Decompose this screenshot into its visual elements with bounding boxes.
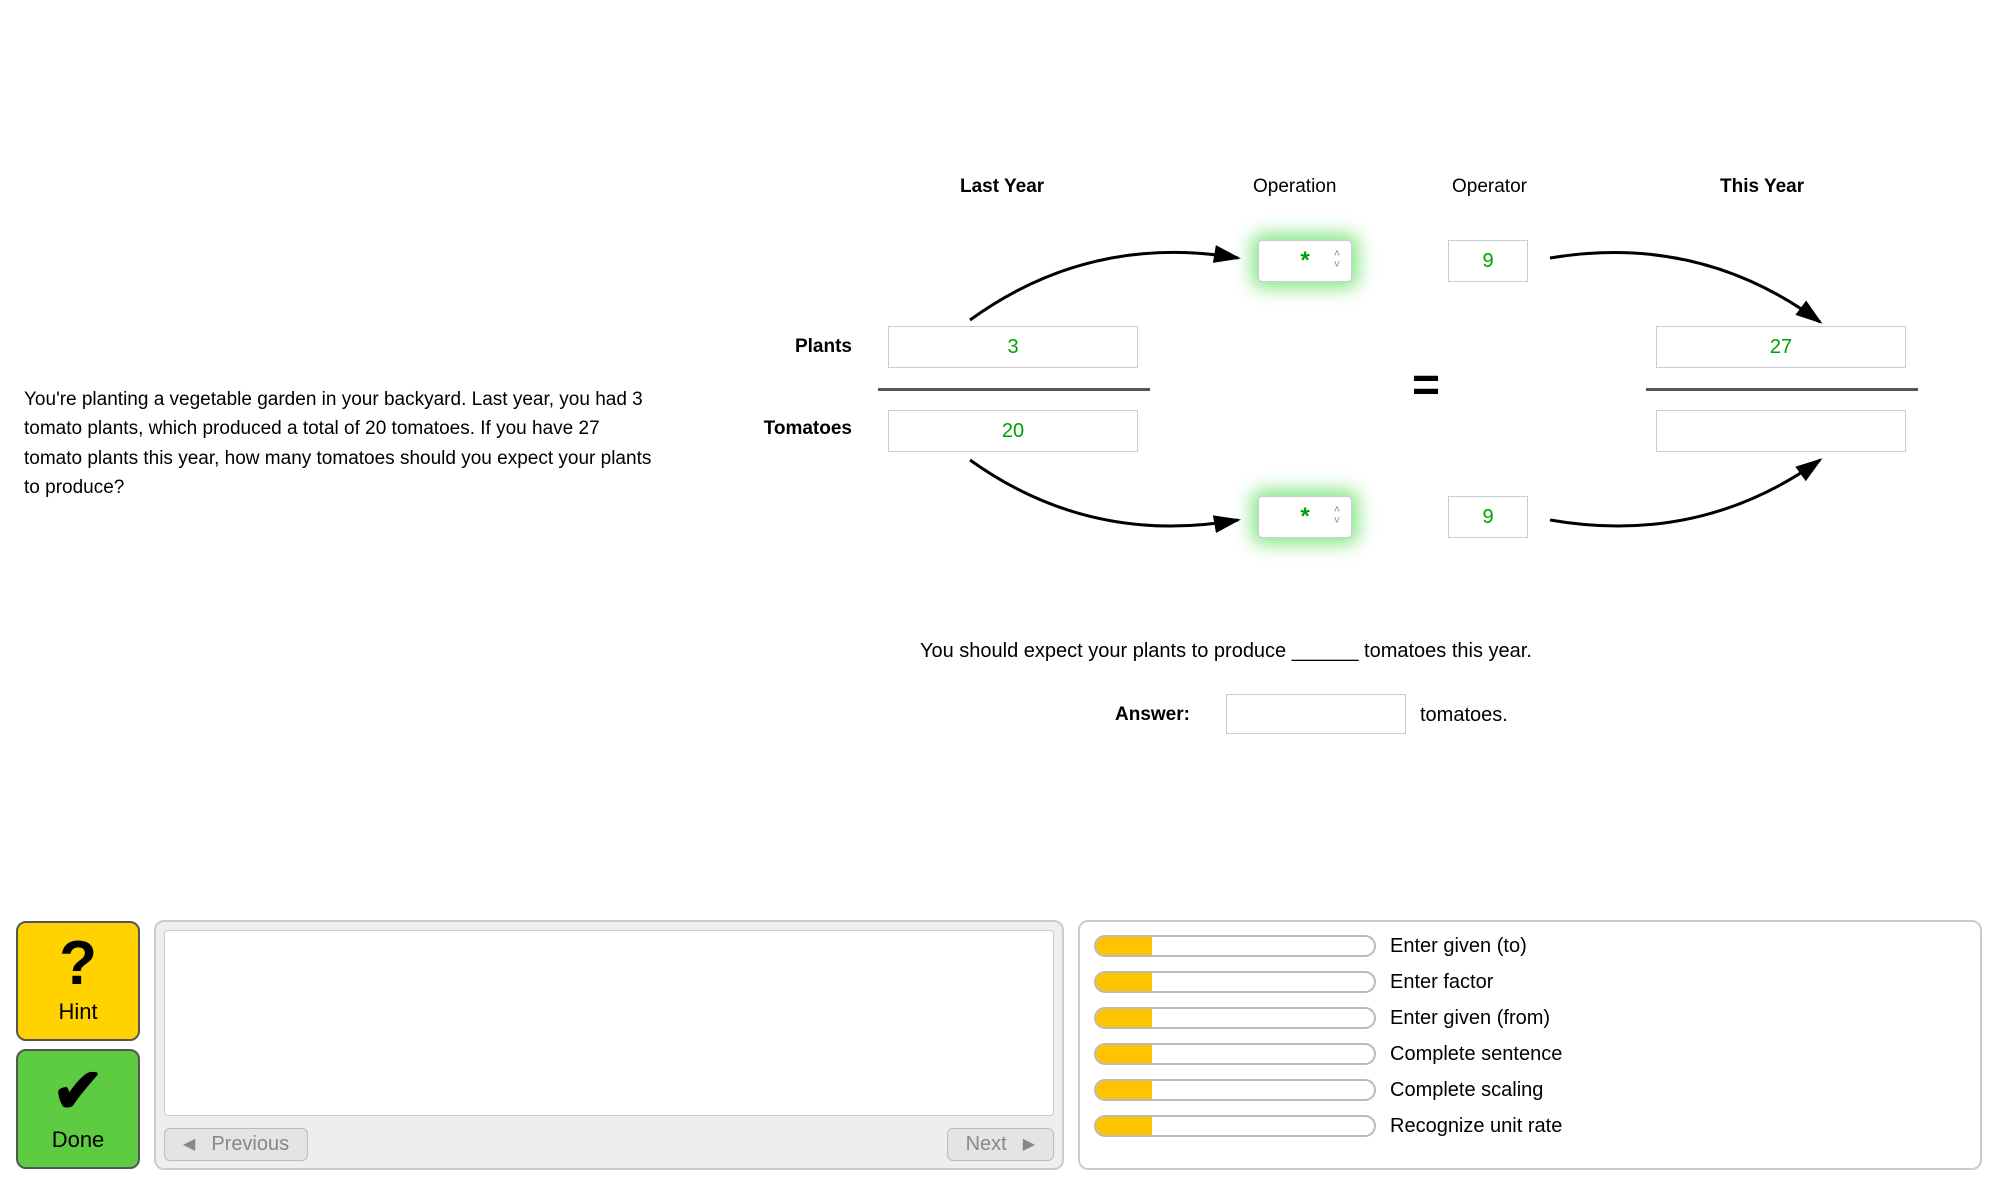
hint-button[interactable]: ? Hint	[16, 921, 140, 1041]
arrow-bottom-left	[960, 454, 1250, 552]
operation-top-value: *	[1300, 247, 1309, 274]
skill-bar	[1094, 1115, 1376, 1137]
last-year-tomatoes-field[interactable]: 20	[888, 410, 1138, 452]
stepper-icon: ˄˅	[1331, 505, 1343, 529]
skill-bar	[1094, 935, 1376, 957]
triangle-right-icon: ▶	[1023, 1134, 1035, 1154]
feedback-panel: ◀ Previous Next ▶	[154, 920, 1064, 1170]
done-label: Done	[18, 1127, 138, 1153]
hint-label: Hint	[18, 999, 138, 1025]
operator-top-field[interactable]: 9	[1448, 240, 1528, 282]
skill-bar	[1094, 1007, 1376, 1029]
previous-button[interactable]: ◀ Previous	[164, 1128, 308, 1161]
skill-label: Recognize unit rate	[1390, 1115, 1562, 1138]
check-icon: ✔	[18, 1057, 138, 1127]
feedback-text-area	[164, 930, 1054, 1116]
skill-row: Complete sentence	[1094, 1040, 1966, 1068]
column-header-operation: Operation	[1253, 176, 1336, 198]
skill-row: Recognize unit rate	[1094, 1112, 1966, 1140]
column-header-operator: Operator	[1452, 176, 1527, 198]
problem-text: You're planting a vegetable garden in yo…	[24, 385, 660, 503]
next-label: Next	[966, 1133, 1007, 1156]
skill-bar-fill	[1096, 937, 1152, 955]
row-label-plants: Plants	[692, 336, 852, 358]
arrow-top-left	[960, 228, 1250, 326]
skill-bar	[1094, 1079, 1376, 1101]
skill-label: Enter given (to)	[1390, 935, 1527, 958]
column-header-last-year: Last Year	[960, 176, 1044, 198]
skill-bar-fill	[1096, 1045, 1152, 1063]
skill-bar-fill	[1096, 1117, 1152, 1135]
equals-sign: =	[1412, 358, 1440, 413]
this-year-tomatoes-field[interactable]	[1656, 410, 1906, 452]
skill-bar-fill	[1096, 973, 1152, 991]
skill-row: Complete scaling	[1094, 1076, 1966, 1104]
this-year-plants-field[interactable]: 27	[1656, 326, 1906, 368]
skill-label: Complete scaling	[1390, 1079, 1543, 1102]
column-header-this-year: This Year	[1720, 176, 1804, 198]
operation-bottom-value: *	[1300, 503, 1309, 530]
skill-row: Enter factor	[1094, 968, 1966, 996]
triangle-left-icon: ◀	[183, 1134, 195, 1154]
previous-label: Previous	[211, 1133, 289, 1156]
fill-sentence: You should expect your plants to produce…	[920, 640, 1532, 663]
arrow-top-right	[1540, 228, 1830, 328]
answer-input[interactable]	[1226, 694, 1406, 734]
skill-row: Enter given (to)	[1094, 932, 1966, 960]
skill-label: Enter factor	[1390, 971, 1493, 994]
skill-label: Enter given (from)	[1390, 1007, 1550, 1030]
fraction-bar-left	[878, 388, 1150, 391]
operation-top-select[interactable]: * ˄˅	[1258, 240, 1352, 282]
answer-unit: tomatoes.	[1420, 704, 1508, 727]
skills-panel: Enter given (to) Enter factor Enter given …	[1078, 920, 1982, 1170]
answer-label: Answer:	[1115, 704, 1190, 726]
skill-bar	[1094, 971, 1376, 993]
stepper-icon: ˄˅	[1331, 249, 1343, 273]
skill-row: Enter given (from)	[1094, 1004, 1966, 1032]
next-button[interactable]: Next ▶	[947, 1128, 1054, 1161]
last-year-plants-field[interactable]: 3	[888, 326, 1138, 368]
arrow-bottom-right	[1540, 454, 1830, 554]
operation-bottom-select[interactable]: * ˄˅	[1258, 496, 1352, 538]
skill-bar	[1094, 1043, 1376, 1065]
row-label-tomatoes: Tomatoes	[692, 418, 852, 440]
skill-bar-fill	[1096, 1081, 1152, 1099]
skill-bar-fill	[1096, 1009, 1152, 1027]
question-icon: ?	[18, 929, 138, 999]
skill-label: Complete sentence	[1390, 1043, 1562, 1066]
done-button[interactable]: ✔ Done	[16, 1049, 140, 1169]
fraction-bar-right	[1646, 388, 1918, 391]
operator-bottom-field[interactable]: 9	[1448, 496, 1528, 538]
